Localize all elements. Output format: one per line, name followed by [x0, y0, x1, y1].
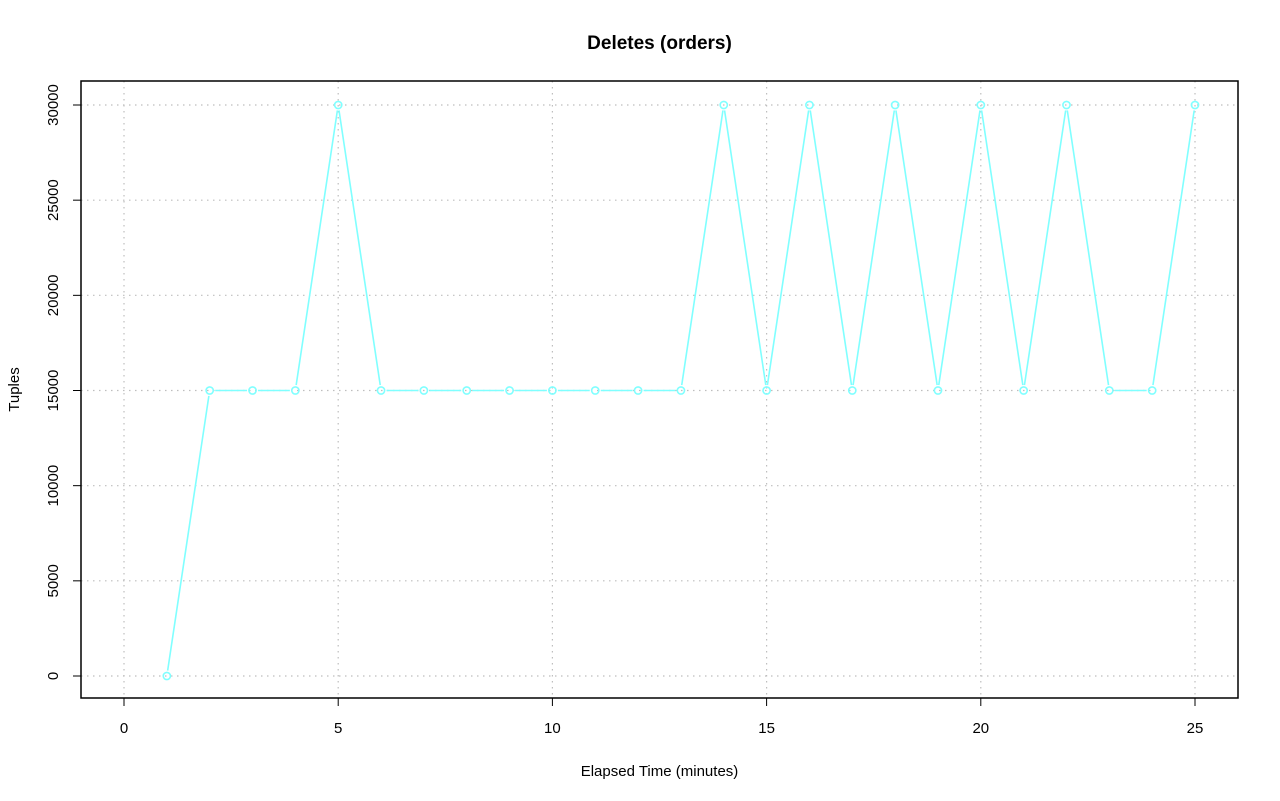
data-point	[462, 386, 472, 395]
y-tick-label: 30000	[45, 84, 62, 126]
data-point	[290, 386, 300, 395]
x-tick-label: 10	[544, 720, 561, 737]
y-axis-label: Tuples	[6, 367, 23, 411]
series-line-segment	[852, 110, 896, 386]
series-line-segment	[1023, 110, 1067, 386]
data-point	[847, 386, 857, 395]
series-line-segment	[166, 395, 210, 671]
data-point	[933, 386, 943, 395]
data-point	[762, 386, 771, 395]
series-line-segment	[980, 110, 1024, 386]
series-line-segment	[680, 110, 724, 386]
series-line-segment	[766, 110, 810, 386]
data-point	[548, 386, 557, 395]
chart-title: Deletes (orders)	[587, 33, 732, 54]
x-axis: 0 5 10 15 20 25	[120, 697, 1204, 737]
data-point	[505, 386, 514, 395]
data-point	[162, 671, 172, 681]
series-line-segment	[1066, 110, 1110, 386]
y-tick-label: 15000	[45, 370, 62, 412]
series-line-segment	[295, 110, 339, 386]
y-tick-label: 5000	[45, 564, 62, 597]
series-line-segment	[809, 110, 853, 386]
data-point	[419, 386, 429, 395]
y-tick-label: 25000	[45, 179, 62, 221]
y-tick-label: 0	[45, 672, 62, 680]
y-tick-label: 10000	[45, 465, 62, 507]
y-tick-label: 20000	[45, 274, 62, 316]
series-line-segment	[1152, 110, 1195, 386]
data-point	[205, 386, 215, 395]
data-point	[248, 386, 257, 395]
data-point	[1190, 100, 1200, 110]
data-point	[805, 100, 814, 110]
data-point	[333, 100, 343, 110]
data-point	[676, 386, 686, 395]
data-point	[1019, 386, 1029, 395]
x-tick-label: 5	[334, 720, 342, 737]
series-line-segment	[723, 110, 767, 386]
x-axis-label: Elapsed Time (minutes)	[581, 763, 739, 780]
series-line-segment	[937, 110, 981, 386]
series-layer	[162, 100, 1200, 681]
data-point	[890, 100, 900, 110]
x-tick-label: 20	[972, 720, 989, 737]
y-axis: 0 5000 10000 15000 20000 25000 30000	[45, 84, 82, 680]
x-tick-label: 25	[1187, 720, 1204, 737]
data-point	[1147, 386, 1157, 395]
data-point	[633, 386, 643, 395]
data-point	[590, 386, 600, 395]
data-point	[1104, 386, 1114, 395]
x-tick-label: 0	[120, 720, 128, 737]
data-point	[976, 100, 986, 110]
data-point	[376, 386, 386, 395]
data-point	[719, 100, 729, 110]
series-line-segment	[338, 110, 382, 386]
x-tick-label: 15	[758, 720, 775, 737]
data-point	[1062, 100, 1071, 110]
series-line-segment	[895, 110, 938, 386]
